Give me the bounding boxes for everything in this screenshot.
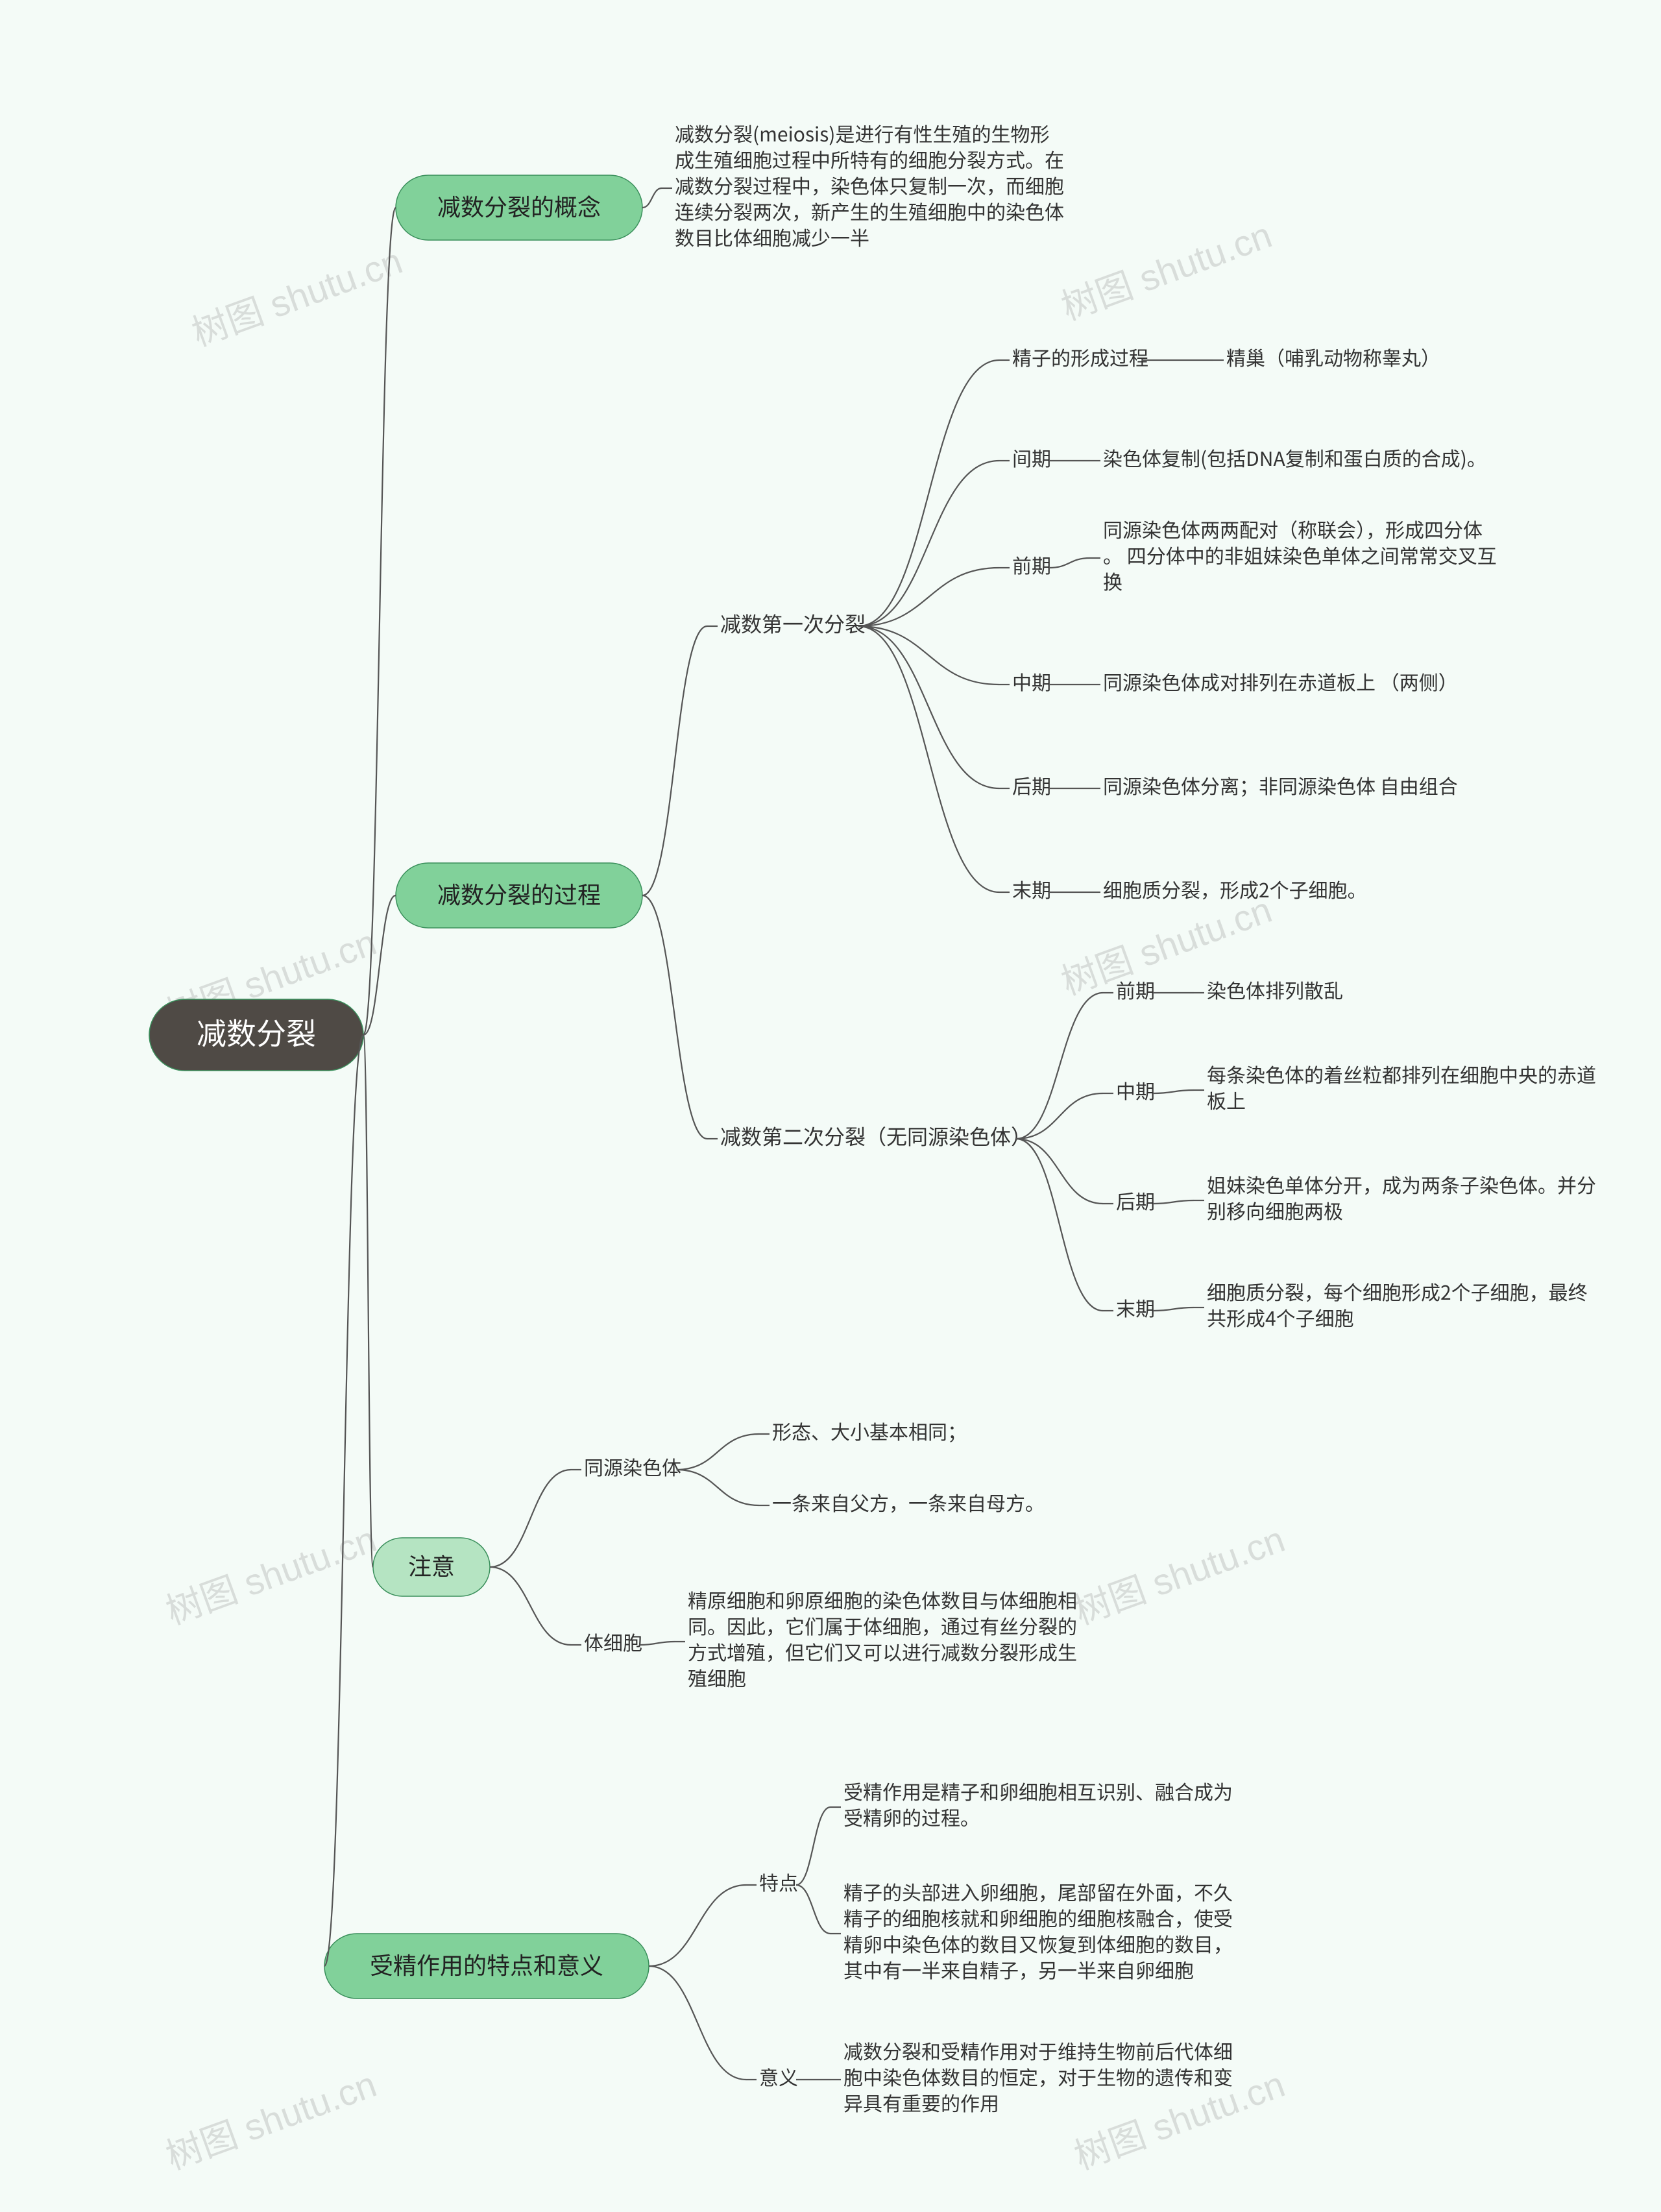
plain-node: 形态、大小基本相同； xyxy=(772,1416,967,1445)
plain-node: 同源染色体成对排列在赤道板上 （两侧） xyxy=(1103,667,1458,696)
plain-text-line: 同源染色体两两配对（称联会），形成四分体 xyxy=(1103,515,1483,543)
plain-text-line: 减数分裂(meiosis)是进行有性生殖的生物形 xyxy=(675,119,1049,147)
plain-text-line: 减数分裂过程中，染色体只复制一次，而细胞 xyxy=(675,171,1064,199)
plain-text-line: 殖细胞 xyxy=(688,1663,746,1692)
plain-node: 染色体排列散乱 xyxy=(1207,975,1343,1004)
plain-text-line: 数目比体细胞减少一半 xyxy=(675,223,869,251)
plain-node: 前期 xyxy=(1116,975,1155,1004)
plain-text-line: 连续分裂两次，新产生的生殖细胞中的染色体 xyxy=(675,197,1064,225)
plain-node: 减数第一次分裂 xyxy=(720,609,866,638)
plain-text-line: 异具有重要的作用 xyxy=(843,2088,999,2117)
plain-text-line: 精子的头部进入卵细胞，尾部留在外面，不久 xyxy=(843,1877,1233,1906)
plain-text-line: 别移向细胞两极 xyxy=(1207,1196,1343,1224)
plain-node: 前期 xyxy=(1012,550,1051,579)
pill-label: 减数分裂 xyxy=(197,1010,316,1053)
plain-node: 同源染色体分离；非同源染色体 自由组合 xyxy=(1103,771,1458,799)
plain-node: 中期 xyxy=(1012,667,1051,696)
plain-node: 间期 xyxy=(1012,443,1051,472)
plain-node: 中期 xyxy=(1116,1076,1155,1104)
plain-text-line: 。 四分体中的非姐妹染色单体之间常常交叉互 xyxy=(1103,541,1497,569)
plain-node: 末期 xyxy=(1012,875,1051,903)
plain-text-line: 精子的细胞核就和卵细胞的细胞核融合，使受 xyxy=(843,1903,1233,1932)
plain-node: 后期 xyxy=(1116,1186,1155,1215)
pill-label: 受精作用的特点和意义 xyxy=(370,1947,603,1981)
plain-text-line: 成生殖细胞过程中所特有的细胞分裂方式。在 xyxy=(675,145,1064,173)
plain-text-line: 精卵中染色体的数目又恢复到体细胞的数目， xyxy=(843,1929,1233,1958)
plain-text-line: 每条染色体的着丝粒都排列在细胞中央的赤道 xyxy=(1207,1060,1596,1088)
plain-node: 一条来自父方，一条来自母方。 xyxy=(772,1488,1045,1516)
pill-label: 减数分裂的过程 xyxy=(437,877,601,910)
plain-text-line: 精原细胞和卵原细胞的染色体数目与体细胞相 xyxy=(688,1585,1077,1614)
pill-label: 注意 xyxy=(408,1548,455,1582)
plain-node: 意义 xyxy=(759,2062,798,2091)
plain-node: 后期 xyxy=(1012,771,1051,799)
pill-label: 减数分裂的概念 xyxy=(437,189,601,223)
plain-text-line: 细胞质分裂，每个细胞形成2个子细胞，最终 xyxy=(1207,1277,1588,1306)
plain-node: 同源染色体 xyxy=(584,1452,681,1481)
plain-text-line: 共形成4个子细胞 xyxy=(1207,1303,1354,1331)
plain-text-line: 板上 xyxy=(1207,1086,1246,1114)
plain-text-line: 方式增殖，但它们又可以进行减数分裂形成生 xyxy=(688,1637,1077,1666)
plain-node: 精巢（哺乳动物称睾丸） xyxy=(1226,343,1440,371)
plain-node: 末期 xyxy=(1116,1293,1155,1322)
plain-text-line: 姐妹染色单体分开，成为两条子染色体。并分 xyxy=(1207,1170,1596,1198)
plain-text-line: 其中有一半来自精子，另一半来自卵细胞 xyxy=(843,1955,1194,1984)
plain-text-line: 换 xyxy=(1103,566,1122,595)
plain-node: 精子的形成过程 xyxy=(1012,343,1148,371)
plain-text-line: 受精作用是精子和卵细胞相互识别、融合成为 xyxy=(843,1777,1233,1805)
plain-node: 染色体复制(包括DNA复制和蛋白质的合成)。 xyxy=(1103,443,1486,472)
plain-node: 细胞质分裂，形成2个子细胞。 xyxy=(1103,875,1367,903)
plain-node: 特点 xyxy=(759,1867,798,1896)
plain-text-line: 胞中染色体数目的恒定，对于生物的遗传和变 xyxy=(843,2062,1233,2091)
plain-text-line: 同。因此，它们属于体细胞，通过有丝分裂的 xyxy=(688,1611,1077,1640)
plain-text-line: 减数分裂和受精作用对于维持生物前后代体细 xyxy=(843,2036,1233,2065)
plain-node: 减数第二次分裂（无同源染色体） xyxy=(720,1121,1032,1151)
plain-node: 体细胞 xyxy=(584,1627,642,1656)
plain-text-line: 受精卵的过程。 xyxy=(843,1803,980,1831)
